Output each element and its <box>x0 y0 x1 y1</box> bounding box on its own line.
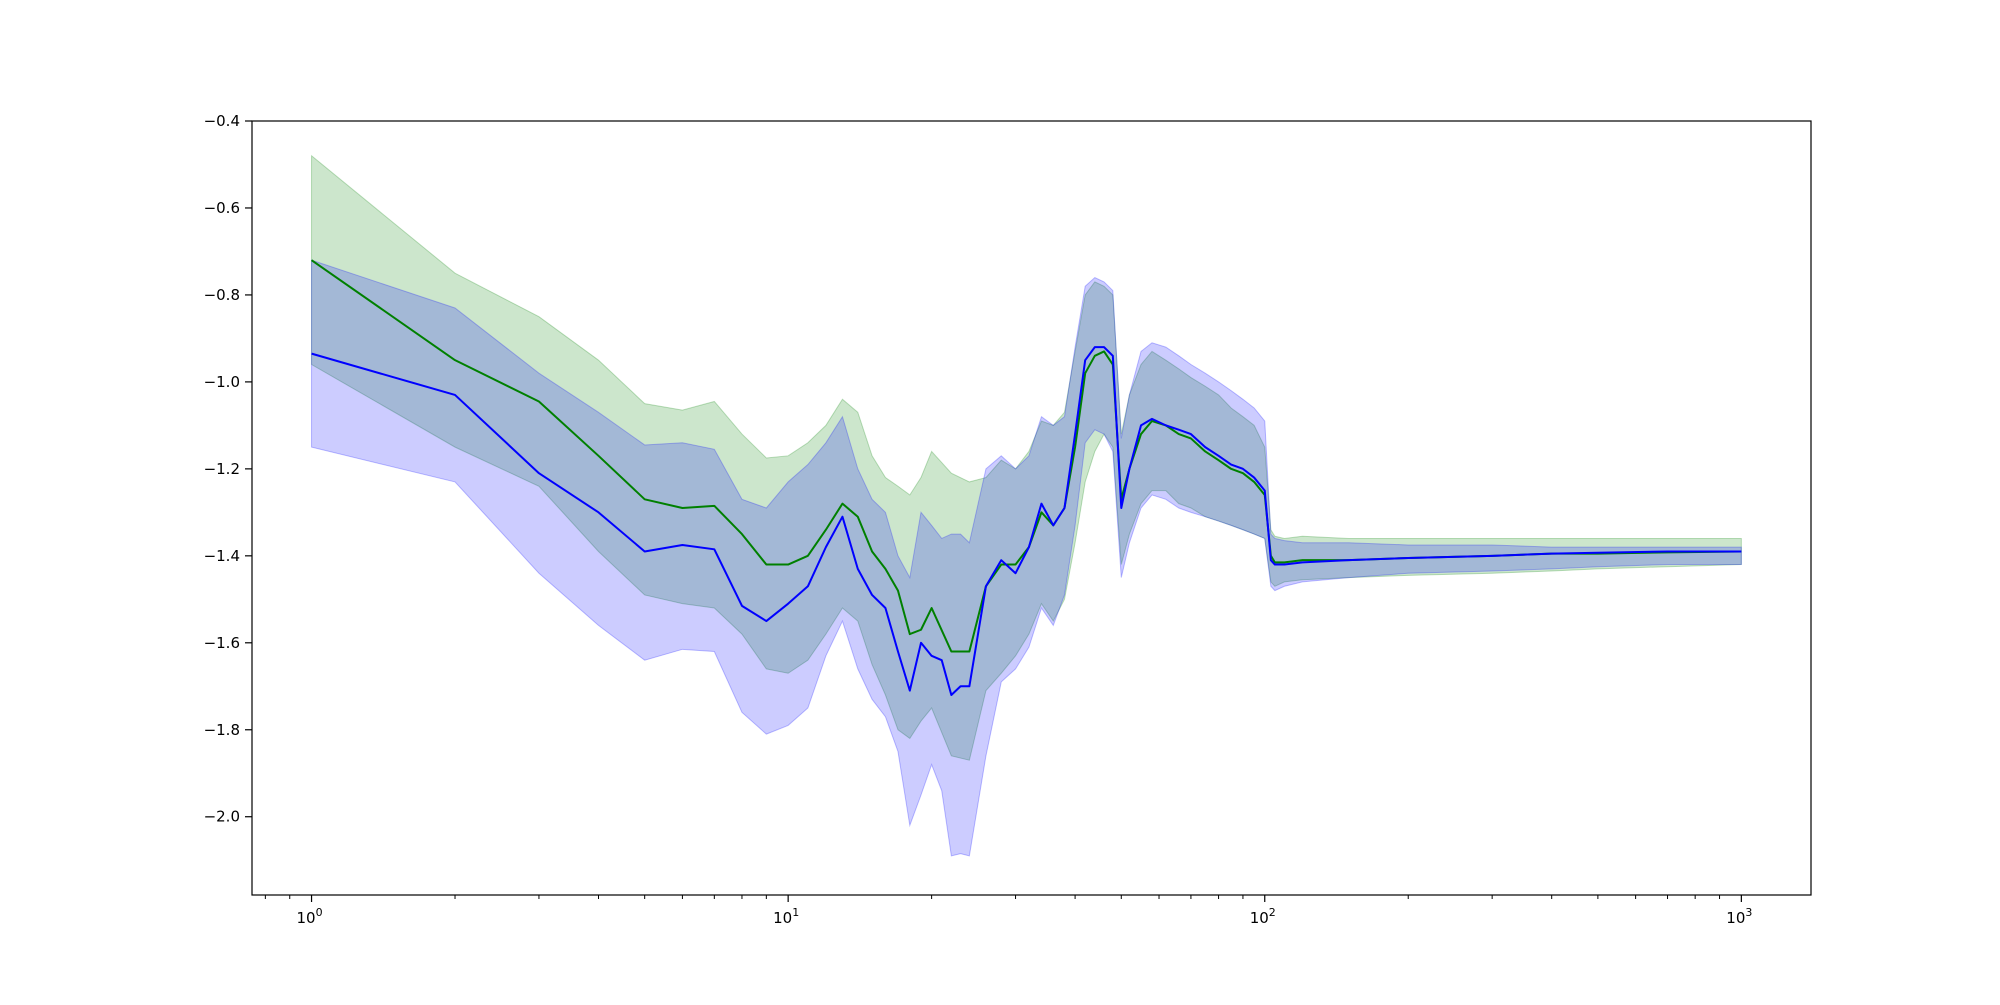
lines-layer <box>310 259 1742 696</box>
y-tick-label: −1.2 <box>204 460 240 478</box>
x-tick-base: 10 <box>296 909 315 927</box>
x-tick-base: 10 <box>773 909 792 927</box>
x-axis: 100 101 102 103 <box>264 895 1752 927</box>
series-2-line <box>311 346 1742 696</box>
x-tick-exponent: 3 <box>1745 906 1752 919</box>
x-tick-base: 10 <box>1726 909 1745 927</box>
x-tick-label: 100 <box>296 906 322 927</box>
y-tick-label: −0.4 <box>204 112 240 130</box>
y-tick-label: −1.0 <box>204 373 240 391</box>
series-1-band <box>311 154 1742 761</box>
plot-frame <box>251 120 1812 896</box>
x-tick-exponent: 0 <box>316 906 323 919</box>
y-tick-label: −1.8 <box>204 721 240 739</box>
x-tick-label: 103 <box>1726 906 1752 927</box>
y-tick-label: −2.0 <box>204 808 240 826</box>
x-tick-base: 10 <box>1250 909 1269 927</box>
x-tick-label: 102 <box>1250 906 1276 927</box>
y-tick-label: −1.6 <box>204 634 240 652</box>
x-tick-exponent: 1 <box>792 906 799 919</box>
y-axis: −2.0 −1.8 −1.6 −1.4 −1.2 −1.0 −0.8 −0.6 −0.4 <box>204 112 252 826</box>
y-tick-label: −0.8 <box>204 286 240 304</box>
x-tick-exponent: 2 <box>1269 906 1276 919</box>
y-tick-label: −1.4 <box>204 547 240 565</box>
x-tick-label: 101 <box>773 906 799 927</box>
bands-layer <box>311 154 1742 857</box>
series-2-band <box>311 259 1742 857</box>
y-tick-label: −0.6 <box>204 199 240 217</box>
